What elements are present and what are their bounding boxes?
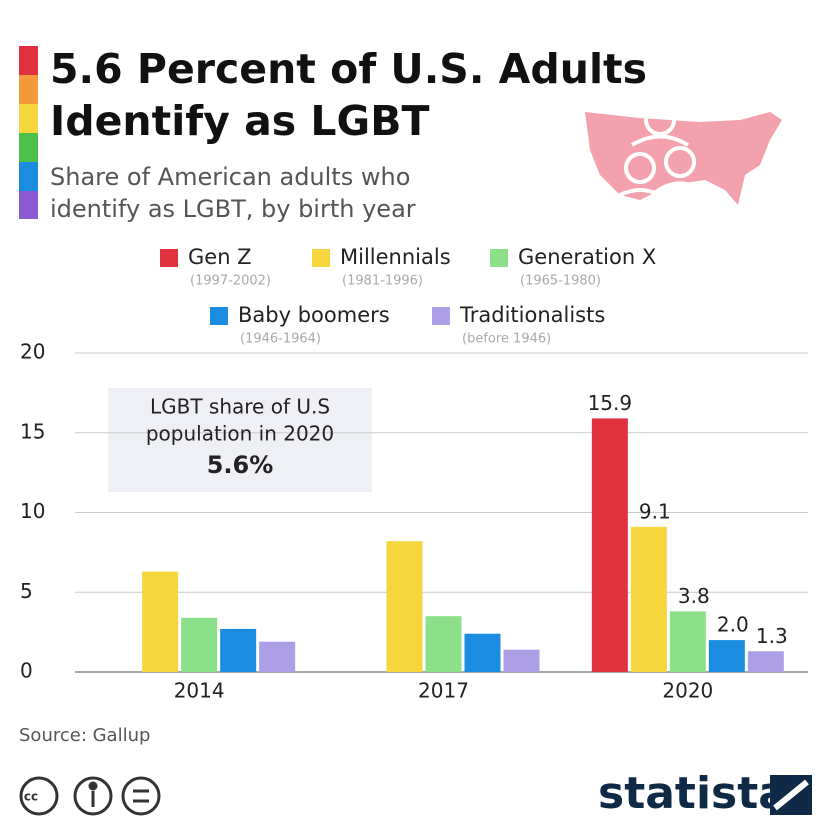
bar bbox=[386, 541, 423, 672]
data-label: 9.1 bbox=[639, 499, 671, 523]
bar bbox=[669, 611, 706, 672]
x-tick-label: 2014 bbox=[174, 679, 225, 703]
legend-swatch bbox=[210, 307, 228, 325]
chart-subtitle: identify as LGBT, by birth year bbox=[50, 195, 416, 223]
legend-swatch bbox=[490, 249, 508, 267]
chart-title: Identify as LGBT bbox=[50, 97, 429, 145]
y-tick-label: 5 bbox=[20, 579, 33, 603]
legend-swatch bbox=[432, 307, 450, 325]
legend-swatch bbox=[160, 249, 178, 267]
y-tick-label: 15 bbox=[20, 419, 45, 443]
logo-mark bbox=[770, 775, 812, 815]
chart-title: 5.6 Percent of U.S. Adults bbox=[50, 45, 647, 93]
map-icon bbox=[585, 104, 782, 205]
legend-years: (1997-2002) bbox=[190, 274, 271, 289]
legend-years: (1965-1980) bbox=[520, 274, 601, 289]
bar bbox=[220, 628, 257, 672]
annotation-box bbox=[108, 388, 372, 492]
data-label: 15.9 bbox=[588, 391, 633, 415]
logo: statista bbox=[598, 768, 788, 819]
legend-label: Baby boomers bbox=[238, 303, 390, 327]
x-tick-label: 2017 bbox=[418, 679, 469, 703]
data-label: 2.0 bbox=[717, 613, 749, 637]
bar bbox=[425, 616, 462, 672]
bar bbox=[503, 649, 540, 672]
bar bbox=[630, 526, 667, 672]
legend-swatch bbox=[312, 249, 330, 267]
license-icons bbox=[19, 776, 161, 816]
bar bbox=[142, 571, 179, 672]
bar bbox=[181, 617, 218, 672]
y-tick-label: 10 bbox=[20, 499, 45, 523]
legend-label: Traditionalists bbox=[459, 303, 605, 327]
cc-icon: cc bbox=[24, 790, 38, 804]
legend-years: (1981-1996) bbox=[342, 274, 423, 289]
annotation-text: LGBT share of U.S bbox=[150, 395, 330, 419]
bar bbox=[464, 633, 501, 672]
annotation-value: 5.6% bbox=[207, 451, 274, 479]
data-label: 3.8 bbox=[678, 584, 710, 608]
annotation-text: population in 2020 bbox=[146, 422, 334, 446]
legend-label: Gen Z bbox=[188, 245, 252, 269]
rainbow-bar bbox=[19, 46, 38, 219]
bar bbox=[747, 651, 784, 672]
legend-label: Generation X bbox=[518, 245, 656, 269]
bar bbox=[591, 418, 628, 672]
source: Source: Gallup bbox=[19, 725, 150, 746]
x-tick-label: 2020 bbox=[662, 679, 713, 703]
legend-years: (1946-1964) bbox=[240, 332, 321, 347]
chart-subtitle: Share of American adults who bbox=[50, 163, 410, 191]
y-tick-label: 0 bbox=[20, 659, 33, 683]
data-label: 1.3 bbox=[756, 624, 788, 648]
legend-label: Millennials bbox=[340, 245, 451, 269]
bar bbox=[708, 640, 745, 672]
y-tick-label: 20 bbox=[20, 340, 45, 364]
bar bbox=[259, 641, 296, 672]
legend-years: (before 1946) bbox=[462, 332, 551, 347]
